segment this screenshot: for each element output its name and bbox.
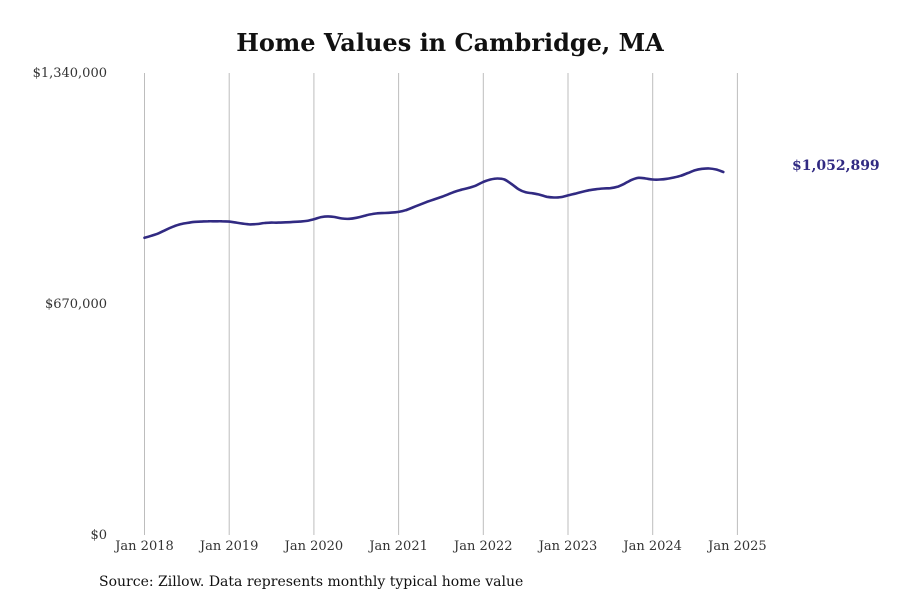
x-tick-label: Jan 2019	[198, 539, 259, 554]
x-tick-label: Jan 2018	[113, 539, 174, 554]
x-tick-label: Jan 2024	[621, 539, 682, 554]
x-tick-label: Jan 2020	[283, 539, 344, 554]
series-line	[143, 167, 725, 240]
x-tick-label: Jan 2023	[537, 539, 598, 554]
x-tick-label: Jan 2025	[706, 539, 767, 554]
y-axis-ticks: $0 $670,000 $1,340,000	[33, 66, 107, 543]
y-tick-label: $670,000	[45, 297, 107, 312]
annotation-layer: $1,052,899	[792, 158, 880, 174]
x-tick-label: Jan 2021	[367, 539, 428, 554]
y-tick-label: $1,340,000	[33, 66, 107, 81]
chart-title: Home Values in Cambridge, MA	[236, 28, 664, 57]
x-tick-label: Jan 2022	[452, 539, 513, 554]
y-tick-label: $0	[90, 528, 107, 543]
source-note: Source: Zillow. Data represents monthly …	[99, 574, 524, 590]
gridlines	[144, 73, 738, 535]
x-axis-ticks: Jan 2018 Jan 2019 Jan 2020 Jan 2021 Jan 2022…	[113, 539, 766, 554]
series-layer	[143, 167, 725, 240]
end-value-label: $1,052,899	[792, 158, 880, 174]
